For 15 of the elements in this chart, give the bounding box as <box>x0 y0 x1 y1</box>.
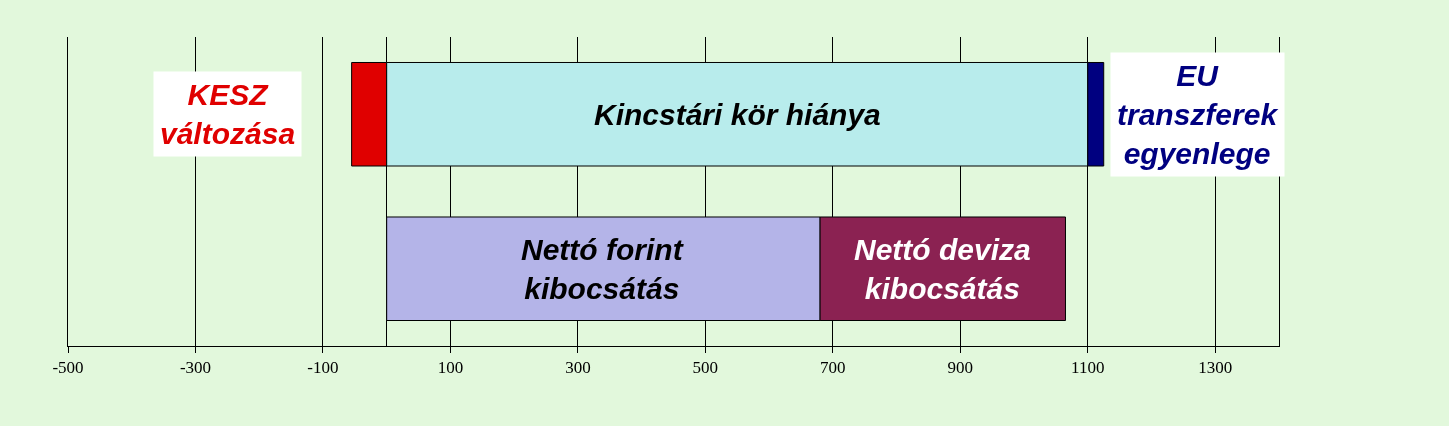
series-label: Nettó forint kibocsátás <box>521 233 685 305</box>
x-tick-label: 300 <box>565 358 591 378</box>
x-tick-label: -100 <box>307 358 339 378</box>
x-tick-label: 900 <box>947 358 974 378</box>
series-label: Kincstári kör hiánya <box>594 98 881 131</box>
x-tick-label: 100 <box>437 358 464 378</box>
x-tick-label: 1100 <box>1071 358 1105 378</box>
x-tick-label: 500 <box>692 358 719 378</box>
x-tick-label: -300 <box>179 358 212 378</box>
series-label: KESZ változása <box>160 78 296 150</box>
x-tick-label: 700 <box>820 358 846 378</box>
series-label: Nettó deviza kibocsátás <box>854 233 1031 305</box>
x-tick-label: -500 <box>52 358 84 378</box>
x-tick-label: 1300 <box>1198 358 1233 378</box>
series-label: EU transzferek egyenlege <box>1117 59 1279 170</box>
